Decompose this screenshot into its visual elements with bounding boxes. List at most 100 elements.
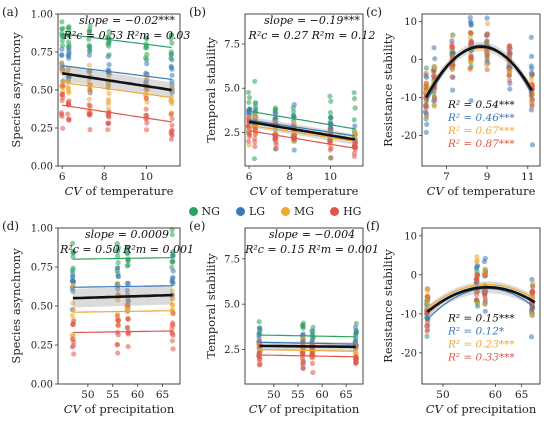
point-lg	[125, 280, 131, 287]
x-axis-label: CV of temperature	[65, 184, 174, 198]
legend-item-ng: NG	[188, 204, 220, 218]
point-ng	[328, 98, 334, 104]
point-ng	[351, 117, 357, 123]
point-mg	[86, 62, 92, 68]
x-tick-label: 8	[101, 171, 108, 183]
point-lg	[473, 265, 480, 271]
y-tick-label: 0.25	[31, 124, 53, 135]
point-hg	[484, 52, 490, 59]
point-hg	[169, 122, 175, 128]
point-hg	[423, 70, 429, 76]
x-axis-label: CV of temperature	[250, 184, 359, 198]
x-tick-label: 8	[286, 171, 293, 183]
point-hg	[467, 29, 473, 35]
point-ng	[169, 231, 175, 238]
point-lg	[291, 113, 297, 119]
legend-item-lg: LG	[235, 204, 266, 218]
x-tick-label: 10	[324, 171, 337, 183]
point-hg	[87, 127, 93, 133]
y-axis-label: Temporal stability	[204, 253, 218, 359]
y-tick-label: 0.50	[31, 302, 53, 313]
point-hg	[60, 125, 66, 131]
point-hg	[484, 38, 490, 44]
point-ng	[114, 241, 120, 247]
point-ng	[246, 99, 252, 105]
point-hg	[423, 105, 429, 111]
x-tick-label: 60	[315, 389, 328, 401]
point-mg	[169, 302, 176, 308]
point-hg	[87, 111, 93, 118]
point-ng	[351, 96, 358, 102]
point-hg	[484, 57, 490, 63]
annotation: slope = −0.004	[269, 228, 355, 241]
point-hg	[106, 114, 112, 120]
point-lg	[450, 87, 456, 93]
point-lg	[124, 287, 130, 293]
y-tick-label: 5.0	[224, 84, 240, 95]
point-hg	[65, 111, 71, 117]
y-tick-label: 0	[411, 270, 417, 281]
point-lg	[529, 66, 535, 72]
point-hg	[327, 147, 333, 153]
point-ng	[423, 65, 429, 71]
x-tick-label: 6	[59, 171, 66, 183]
legend-label-lg: LG	[248, 204, 266, 218]
point-mg	[431, 103, 438, 109]
point-lg	[424, 121, 430, 127]
fit-line-hg	[259, 354, 356, 358]
point-ng	[169, 258, 176, 264]
point-mg	[70, 307, 76, 313]
panel-label: (b)	[189, 5, 206, 19]
point-lg	[352, 123, 358, 129]
point-hg	[507, 43, 513, 49]
point-ng	[144, 57, 150, 63]
fit-line-mg	[72, 310, 173, 313]
x-tick-label: 9	[484, 171, 491, 183]
point-ng	[168, 51, 174, 57]
point-ng	[59, 38, 65, 44]
y-tick-label: 10	[404, 231, 417, 242]
x-tick-label: 50	[267, 389, 280, 401]
point-hg	[143, 95, 149, 101]
x-tick-label: 60	[131, 389, 144, 401]
point-hg	[484, 67, 490, 73]
point-hg	[484, 31, 490, 38]
point-hg	[530, 284, 536, 290]
point-lg	[170, 253, 176, 259]
y-tick-label: 2.5	[224, 345, 240, 356]
annotation: R² = 0.15***	[447, 313, 515, 325]
legend-item-mg: MG	[281, 205, 314, 218]
point-hg	[506, 77, 513, 84]
point-hg	[70, 343, 76, 349]
legend-label-ng: NG	[201, 204, 220, 218]
point-hg	[245, 123, 251, 129]
point-ng	[291, 108, 297, 115]
point-hg	[125, 331, 131, 337]
point-hg	[468, 38, 474, 45]
point-hg	[245, 138, 252, 144]
annotation: R² = 0.12*	[447, 326, 505, 338]
fit-line-mg	[426, 284, 536, 309]
point-hg	[482, 272, 488, 278]
point-lg	[115, 286, 121, 292]
y-axis-label: Resistance stability	[381, 249, 395, 363]
point-hg	[467, 65, 473, 71]
point-ng	[256, 319, 262, 325]
y-axis-label: Resistance stability	[381, 33, 395, 147]
point-ng	[245, 89, 252, 95]
point-ng	[252, 101, 259, 107]
point-ng	[169, 40, 175, 46]
point-lg	[528, 107, 535, 113]
x-tick-label: 55	[291, 389, 304, 401]
point-mg	[467, 34, 473, 41]
point-mg	[482, 266, 488, 272]
point-hg	[431, 73, 437, 80]
point-hg	[125, 302, 131, 308]
point-ng	[59, 34, 65, 40]
point-mg	[432, 65, 438, 71]
point-mg	[86, 69, 92, 75]
point-lg	[86, 52, 92, 58]
point-hg	[114, 341, 120, 348]
fit-line-lg	[249, 119, 355, 137]
plot-frame	[244, 13, 364, 167]
